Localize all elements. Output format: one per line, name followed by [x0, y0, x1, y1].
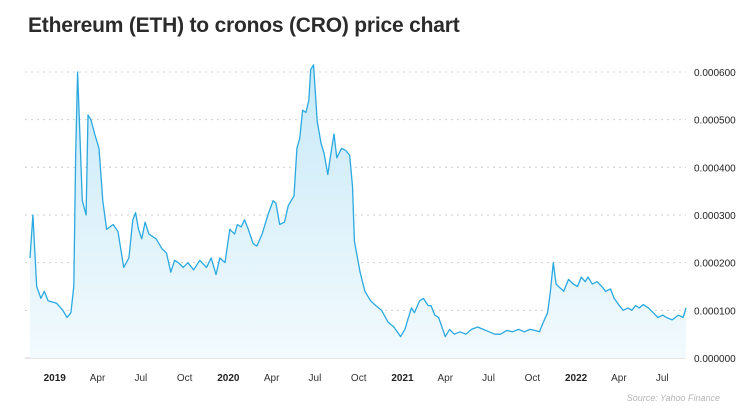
y-tick-label: 0.000500	[694, 116, 736, 127]
y-tick-label: 0.000600	[694, 68, 736, 79]
price-line	[29, 64, 687, 338]
y-tick-label: 0.000200	[694, 259, 736, 270]
x-tick-label: Apr	[90, 373, 106, 384]
y-tick-label: 0.000400	[694, 163, 736, 174]
x-tick-label: 2022	[565, 373, 588, 384]
chart-title: Ethereum (ETH) to cronos (CRO) price cha…	[28, 14, 460, 37]
x-tick-label: Jul	[309, 373, 322, 384]
x-tick-label: 2020	[217, 373, 240, 384]
x-tick-label: Jul	[656, 373, 669, 384]
x-tick-label: Oct	[351, 373, 367, 384]
y-tick-label: 0.000000	[694, 354, 736, 365]
x-tick-label: Apr	[438, 373, 454, 384]
x-tick-label: Oct	[525, 373, 541, 384]
x-tick-label: 2019	[44, 373, 67, 384]
y-axis-ticks: 0.000000 0.000100 0.000200 0.000300 0.000400…	[694, 68, 736, 365]
x-tick-label: Jul	[134, 373, 147, 384]
x-tick-label: Jul	[482, 373, 495, 384]
x-axis-ticks: 2019 Apr Jul Oct 2020 Apr Jul Oct 2021 Apr Jul Oct 2…	[44, 373, 669, 384]
y-tick-label: 0.000300	[694, 211, 736, 222]
price-area	[30, 64, 686, 359]
x-tick-label: 2021	[391, 373, 414, 384]
x-tick-label: Oct	[177, 373, 193, 384]
x-tick-label: Apr	[264, 373, 280, 384]
y-tick-label: 0.000100	[694, 306, 736, 317]
source-note: Source: Yahoo Finance	[626, 393, 720, 403]
x-tick-label: Apr	[611, 373, 627, 384]
